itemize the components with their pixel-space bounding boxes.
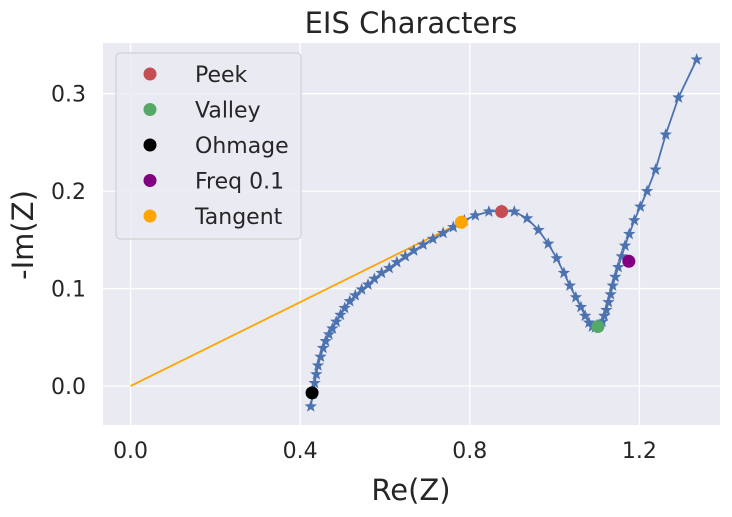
impedance-point (310, 367, 323, 380)
impedance-point (623, 227, 636, 240)
impedance-point (578, 309, 592, 322)
legend-tangent-swatch (143, 209, 157, 223)
peek-marker (495, 205, 509, 219)
impedance-point (634, 200, 647, 212)
tangent-marker (454, 215, 468, 229)
impedance-point (574, 300, 588, 313)
legend-peek-swatch (143, 67, 157, 81)
impedance-point (330, 315, 343, 327)
impedance-point (482, 205, 496, 217)
legend-peek-label: Peek (195, 63, 248, 88)
y-tick-label: 0.0 (51, 375, 86, 400)
legend-box (115, 52, 302, 240)
impedance-point (690, 53, 703, 65)
impedance-point (334, 308, 347, 321)
impedance-point (390, 255, 404, 268)
impedance-point (316, 341, 330, 354)
impedance-point (649, 163, 662, 175)
impedance-point (368, 272, 381, 285)
impedance-point (343, 294, 356, 307)
impedance-point (569, 290, 582, 303)
impedance-point (355, 283, 368, 295)
impedance-point (447, 220, 460, 233)
legend-ohmage-label: Ohmage (195, 134, 289, 159)
impedance-point (319, 334, 332, 347)
impedance-point (314, 350, 327, 363)
impedance-point (349, 288, 362, 301)
y-tick-label: 0.2 (51, 180, 86, 205)
impedance-point (618, 239, 632, 251)
y-tick-label: 0.1 (51, 278, 86, 303)
impedance-point (628, 213, 641, 226)
impedance-point (640, 184, 654, 197)
legend-freq-0-1-swatch (143, 174, 157, 187)
legend-ohmage-swatch (143, 138, 157, 152)
impedance-point (426, 232, 440, 245)
impedance-point (550, 251, 563, 264)
impedance-point (659, 128, 672, 140)
impedance-point (604, 287, 617, 300)
impedance-point (383, 261, 396, 274)
impedance-point (598, 309, 611, 322)
x-tick-label: 0.0 (113, 439, 148, 464)
impedance-point (338, 301, 351, 314)
impedance-point (322, 327, 336, 340)
impedance-point (436, 226, 450, 239)
x-tick-label: 0.4 (283, 439, 318, 464)
impedance-point (308, 376, 321, 389)
x-tick-labels: 0.0 0.4 0.8 1.2 (113, 439, 657, 464)
impedance-point (532, 223, 545, 236)
impedance-point (399, 249, 412, 262)
impedance-point (595, 315, 609, 327)
impedance-point (407, 244, 421, 256)
y-tick-label: 0.3 (51, 83, 86, 108)
legend: Peek Valley Ohmage Freq 0.1 Tangent (115, 52, 302, 240)
x-tick-label: 1.2 (622, 439, 657, 464)
impedance-point (326, 322, 339, 334)
impedance-point (508, 205, 521, 217)
valley-marker (591, 320, 605, 334)
legend-valley-label: Valley (195, 99, 261, 124)
impedance-point (615, 249, 628, 262)
impedance-point (609, 270, 622, 283)
impedance-point (361, 278, 375, 290)
impedance-point (542, 237, 555, 249)
impedance-point (520, 211, 534, 224)
impedance-point (600, 303, 613, 316)
chart-title: EIS Characters (305, 6, 518, 40)
ohmage-marker (305, 386, 319, 400)
legend-valley-swatch (143, 103, 157, 116)
impedance-point (557, 266, 571, 279)
impedance-point (469, 208, 482, 221)
freq-0-1-marker (622, 254, 636, 268)
y-axis-label: -Im(Z) (6, 190, 40, 280)
feature-markers (305, 205, 636, 400)
x-axis-label: Re(Z) (371, 473, 450, 507)
x-tick-label: 0.8 (452, 439, 487, 464)
impedance-point (304, 399, 317, 412)
impedance-point (612, 260, 625, 273)
impedance-point (606, 279, 619, 291)
impedance-point (602, 295, 615, 308)
y-tick-labels: 0.0 0.1 0.2 0.3 (51, 83, 86, 400)
impedance-point (563, 279, 577, 291)
impedance-point (672, 91, 685, 103)
legend-tangent-label: Tangent (194, 205, 283, 230)
impedance-point (582, 316, 596, 328)
legend-freq-0-1-label: Freq 0.1 (195, 170, 284, 195)
impedance-point (375, 266, 388, 279)
impedance-point (416, 238, 430, 250)
impedance-point (311, 359, 325, 371)
